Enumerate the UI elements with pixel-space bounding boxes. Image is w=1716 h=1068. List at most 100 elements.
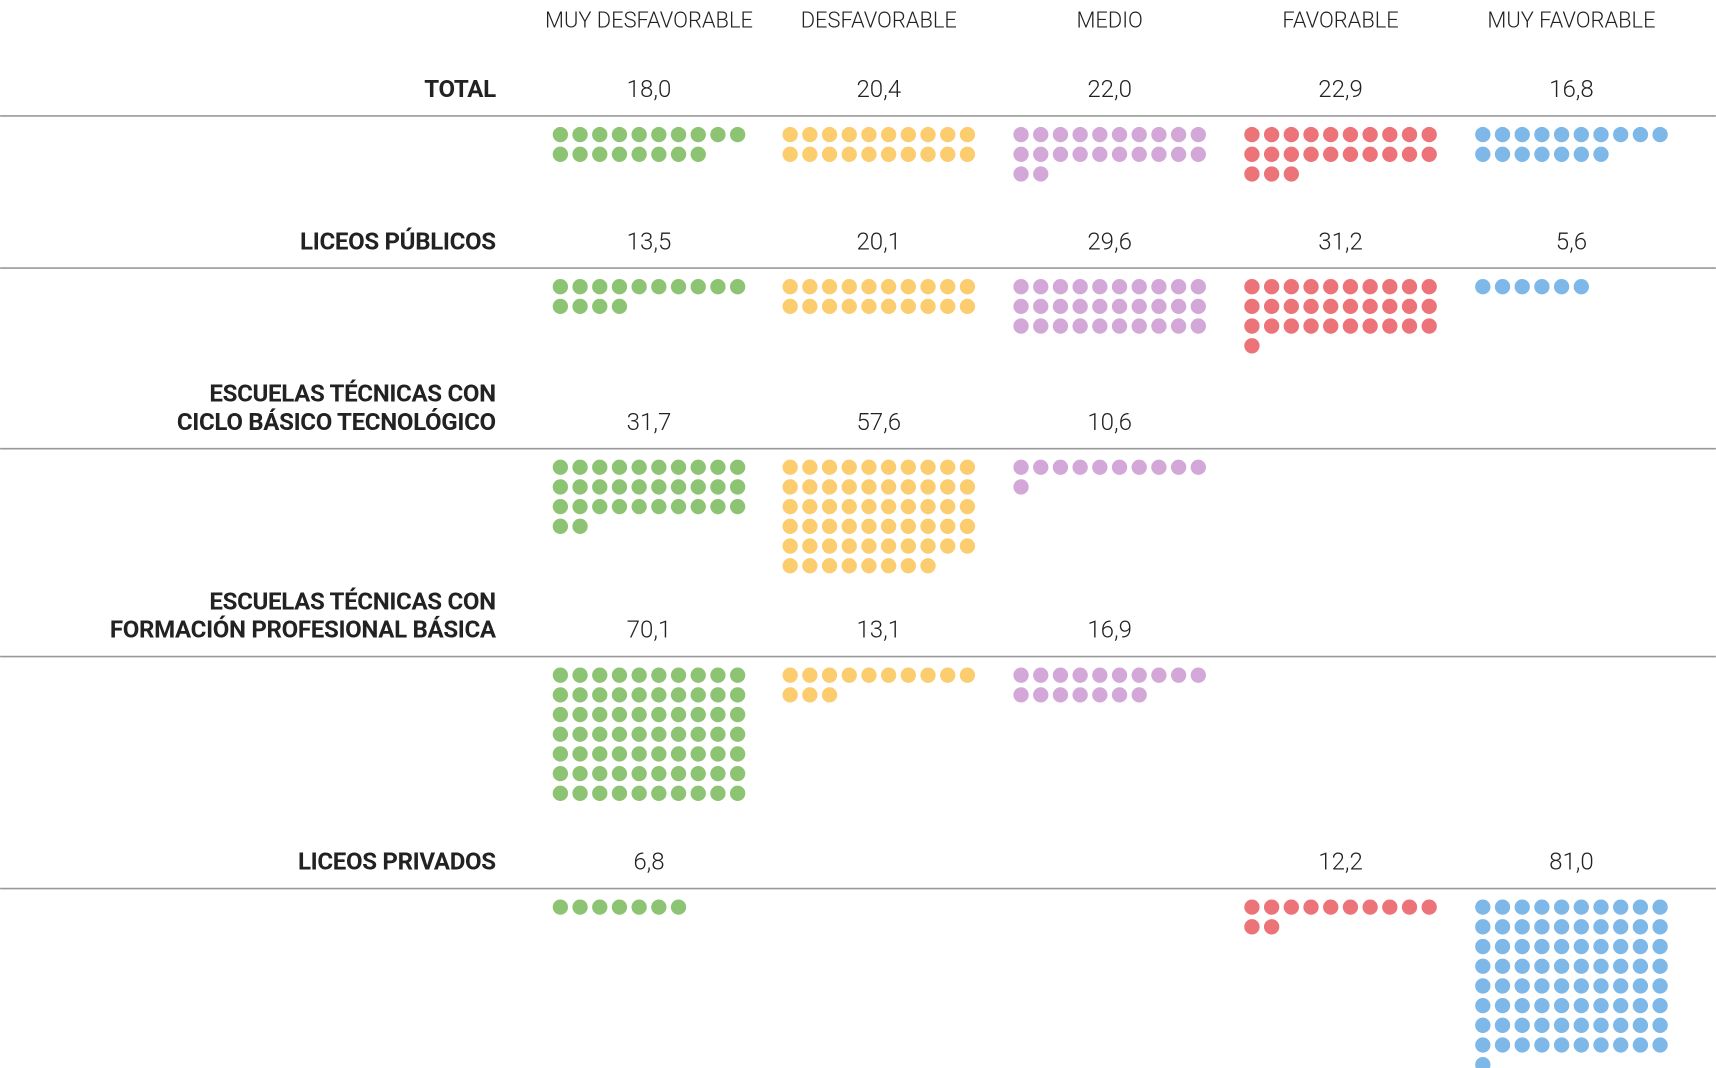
dot <box>611 279 628 295</box>
dot <box>552 518 569 534</box>
dot <box>1111 146 1128 162</box>
dot <box>1613 899 1629 915</box>
dot <box>880 498 897 515</box>
row-label: ESCUELAS TÉCNICAS CON <box>209 587 495 615</box>
dot <box>729 479 746 495</box>
dot <box>1323 126 1339 143</box>
dot <box>572 279 588 295</box>
dot <box>631 146 647 162</box>
dot <box>1362 279 1378 295</box>
dot <box>940 518 956 534</box>
dot <box>572 667 588 683</box>
dot <box>651 126 667 143</box>
dot <box>1244 166 1260 182</box>
dot <box>552 706 569 723</box>
dot <box>1033 298 1049 315</box>
dot <box>1263 298 1280 315</box>
dot <box>1553 279 1570 295</box>
dot <box>1303 318 1319 334</box>
dot <box>552 746 569 762</box>
dot <box>940 126 956 143</box>
dot <box>1170 298 1187 315</box>
dot <box>1013 667 1029 683</box>
dot <box>670 667 687 683</box>
dot <box>729 726 746 742</box>
dot <box>690 146 706 162</box>
dot <box>1401 279 1418 295</box>
value-label: 57,6 <box>856 408 901 436</box>
dot <box>1593 958 1609 974</box>
dot <box>1244 126 1260 143</box>
dot <box>940 667 956 683</box>
dot <box>1033 279 1049 295</box>
dot <box>782 279 798 295</box>
dot <box>1553 938 1570 955</box>
dot <box>1323 298 1339 315</box>
dot <box>1362 298 1378 315</box>
dot <box>1033 166 1049 182</box>
dot <box>1613 997 1629 1014</box>
dot <box>1151 279 1167 295</box>
dot <box>959 479 976 495</box>
dot <box>1244 318 1260 334</box>
dot <box>1573 919 1589 935</box>
dot <box>1514 1037 1530 1053</box>
dot <box>821 459 838 475</box>
dot <box>1514 997 1530 1014</box>
dot <box>1652 997 1668 1014</box>
dot <box>1170 126 1187 143</box>
dot <box>900 479 916 495</box>
dot <box>821 687 838 703</box>
dot <box>1534 1017 1550 1033</box>
dot <box>690 765 706 782</box>
dot <box>900 667 916 683</box>
dot <box>1013 146 1029 162</box>
row-label: TOTAL <box>424 75 496 103</box>
dot <box>1072 126 1088 143</box>
dot <box>729 706 746 723</box>
dot <box>670 726 687 742</box>
dot <box>821 298 838 315</box>
dot <box>1190 667 1206 683</box>
dot <box>1072 318 1088 334</box>
dot <box>1244 338 1260 354</box>
dot <box>1382 899 1398 915</box>
dot <box>940 538 956 554</box>
dot <box>690 726 706 742</box>
dot <box>1283 146 1299 162</box>
dot <box>690 279 706 295</box>
dot <box>1534 978 1550 994</box>
dot <box>1190 146 1206 162</box>
dot <box>841 479 857 495</box>
value-label: 13,1 <box>856 616 901 644</box>
dot <box>1263 279 1280 295</box>
dot <box>861 518 877 534</box>
dot <box>1052 298 1069 315</box>
dot <box>651 498 667 515</box>
value-label: 22,9 <box>1318 75 1363 103</box>
dot <box>592 126 608 143</box>
dot <box>1033 318 1049 334</box>
dot <box>631 765 647 782</box>
dot <box>670 126 687 143</box>
dot <box>1632 978 1649 994</box>
dot <box>1421 146 1437 162</box>
dot <box>1013 166 1029 182</box>
dot <box>1593 146 1609 162</box>
dot <box>1263 919 1280 935</box>
dot <box>802 558 818 574</box>
dot <box>1092 298 1108 315</box>
dot <box>552 298 569 315</box>
dot <box>572 459 588 475</box>
dot <box>920 498 936 515</box>
dot <box>1534 958 1550 974</box>
dot <box>1013 318 1029 334</box>
dot <box>802 667 818 683</box>
dot <box>1534 899 1550 915</box>
dot <box>1553 146 1570 162</box>
dot <box>690 459 706 475</box>
dot <box>710 459 726 475</box>
value-label: 31,2 <box>1318 227 1363 255</box>
dot <box>1072 298 1088 315</box>
dot <box>1652 899 1668 915</box>
